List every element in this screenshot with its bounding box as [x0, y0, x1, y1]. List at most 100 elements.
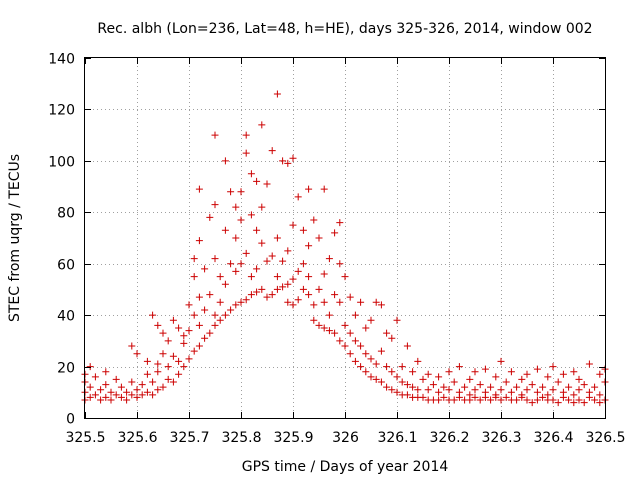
data-point — [247, 291, 255, 299]
data-point — [377, 347, 385, 355]
data-point — [565, 396, 573, 404]
data-point — [242, 131, 250, 139]
data-point — [169, 352, 177, 360]
y-tick-label: 100 — [48, 155, 75, 171]
data-point — [559, 370, 567, 378]
data-point — [97, 386, 105, 394]
data-point — [320, 270, 328, 278]
data-point — [393, 316, 401, 324]
data-point — [221, 311, 229, 319]
data-point — [242, 249, 250, 257]
data-point — [310, 316, 318, 324]
y-tick-labels: 0 20 40 60 80 100 120 140 — [48, 52, 75, 428]
data-point — [190, 347, 198, 355]
data-point — [268, 147, 276, 155]
data-point — [528, 381, 536, 389]
data-point — [320, 298, 328, 306]
data-point — [549, 396, 557, 404]
data-point — [159, 350, 167, 358]
data-point — [164, 337, 172, 345]
data-point — [533, 388, 541, 396]
data-point — [471, 368, 479, 376]
data-point — [175, 324, 183, 332]
data-point — [409, 368, 417, 376]
data-point — [201, 306, 209, 314]
data-point — [117, 383, 125, 391]
data-point — [86, 363, 94, 371]
data-point — [206, 213, 214, 221]
data-point — [128, 391, 136, 399]
data-point — [190, 255, 198, 263]
data-point — [175, 370, 183, 378]
data-point — [455, 388, 463, 396]
data-point — [414, 386, 422, 394]
data-point — [91, 391, 99, 399]
data-point — [341, 342, 349, 350]
data-point — [273, 285, 281, 293]
data-point — [596, 391, 604, 399]
data-point — [554, 399, 562, 407]
data-point — [481, 388, 489, 396]
data-point — [429, 381, 437, 389]
data-point — [539, 383, 547, 391]
x-tick-label: 326.5 — [585, 430, 625, 446]
data-point — [138, 391, 146, 399]
data-points — [81, 90, 609, 407]
data-point — [279, 257, 287, 265]
x-tick-label: 326.4 — [533, 430, 573, 446]
data-point — [263, 257, 271, 265]
data-point — [325, 255, 333, 263]
data-point — [403, 381, 411, 389]
data-point — [513, 396, 521, 404]
data-point — [476, 396, 484, 404]
data-point — [497, 386, 505, 394]
data-point — [492, 391, 500, 399]
x-tick-label: 325.5 — [65, 430, 105, 446]
data-point — [112, 391, 120, 399]
data-point — [128, 342, 136, 350]
data-point — [180, 363, 188, 371]
data-point — [388, 334, 396, 342]
data-point — [195, 293, 203, 301]
chart-title: Rec. albh (Lon=236, Lat=48, h=HE), days … — [97, 21, 592, 37]
data-point — [367, 355, 375, 363]
data-point — [357, 342, 365, 350]
data-point — [159, 329, 167, 337]
axis-ticks — [85, 58, 606, 419]
x-tick-label: 325.8 — [221, 430, 261, 446]
data-point — [221, 280, 229, 288]
data-point — [164, 363, 172, 371]
data-point — [211, 311, 219, 319]
data-point — [492, 373, 500, 381]
data-point — [227, 306, 235, 314]
data-point — [86, 393, 94, 401]
data-point — [346, 293, 354, 301]
data-point — [195, 185, 203, 193]
data-point — [185, 355, 193, 363]
data-point — [346, 350, 354, 358]
data-point — [190, 311, 198, 319]
data-point — [138, 381, 146, 389]
data-point — [299, 260, 307, 268]
data-point — [294, 267, 302, 275]
data-point — [258, 239, 266, 247]
data-point — [393, 388, 401, 396]
data-point — [419, 375, 427, 383]
data-point — [175, 357, 183, 365]
data-point — [232, 301, 240, 309]
data-point — [336, 219, 344, 227]
data-point — [149, 311, 157, 319]
data-point — [533, 396, 541, 404]
data-point — [461, 383, 469, 391]
data-point — [424, 370, 432, 378]
data-point — [143, 370, 151, 378]
data-point — [273, 234, 281, 242]
y-tick-label: 0 — [66, 412, 75, 428]
data-point — [227, 260, 235, 268]
data-point — [263, 180, 271, 188]
y-tick-label: 120 — [48, 103, 75, 119]
data-point — [133, 386, 141, 394]
data-point — [533, 365, 541, 373]
data-point — [331, 291, 339, 299]
